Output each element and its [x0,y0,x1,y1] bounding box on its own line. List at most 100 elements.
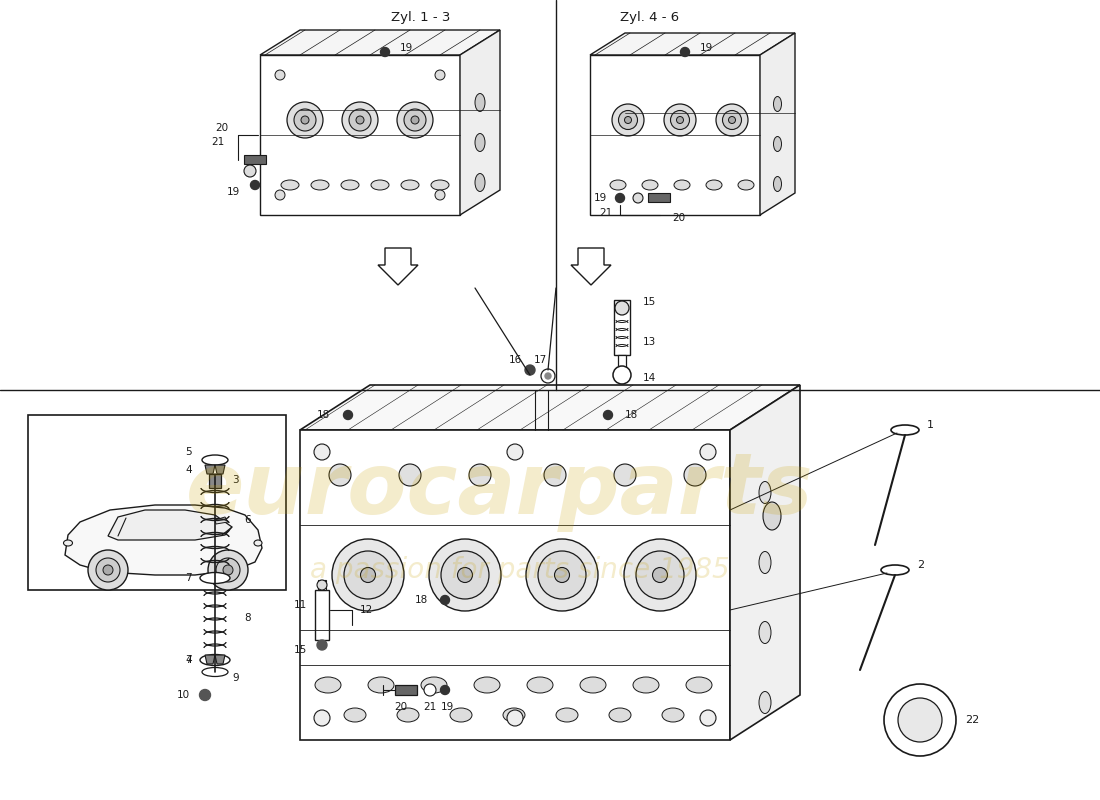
Circle shape [244,165,256,177]
Text: 5: 5 [186,447,192,457]
Polygon shape [65,505,262,575]
Text: 13: 13 [644,337,657,347]
Ellipse shape [431,180,449,190]
Circle shape [216,558,240,582]
Text: 9: 9 [232,673,239,683]
Bar [318,580,326,590]
Ellipse shape [636,551,684,599]
Ellipse shape [763,502,781,530]
Ellipse shape [706,180,722,190]
Text: 11: 11 [294,600,307,610]
Circle shape [317,580,327,590]
Circle shape [251,181,260,190]
Polygon shape [760,33,795,215]
Text: 18: 18 [625,410,638,420]
Ellipse shape [538,551,586,599]
Text: Zyl. 4 - 6: Zyl. 4 - 6 [620,11,679,25]
Circle shape [314,444,330,460]
Text: 19: 19 [227,187,240,197]
Polygon shape [571,248,610,285]
Text: 19: 19 [594,193,607,203]
Polygon shape [378,248,418,285]
Ellipse shape [344,551,392,599]
Circle shape [223,565,233,575]
Ellipse shape [759,691,771,714]
Text: 20: 20 [214,123,228,133]
Circle shape [199,690,210,701]
Ellipse shape [614,464,636,486]
Polygon shape [260,30,500,55]
Text: 3: 3 [232,475,239,485]
Text: 8: 8 [244,613,251,623]
Text: 6: 6 [244,515,251,525]
Ellipse shape [200,573,230,583]
Text: 12: 12 [360,605,373,615]
Text: 16: 16 [508,355,522,365]
Circle shape [314,710,330,726]
Polygon shape [205,655,214,664]
Text: 18: 18 [317,410,330,420]
Bar [590,55,760,215]
Bar [648,193,670,202]
Circle shape [541,369,556,383]
Text: 22: 22 [965,715,979,725]
Ellipse shape [397,708,419,722]
Text: Zyl. 1 - 3: Zyl. 1 - 3 [390,11,450,25]
Ellipse shape [723,110,741,130]
Ellipse shape [294,109,316,131]
Circle shape [103,565,113,575]
Text: 19: 19 [400,43,414,53]
Circle shape [440,686,450,694]
Ellipse shape [671,110,690,130]
Text: 15: 15 [294,645,307,655]
Ellipse shape [344,708,366,722]
Circle shape [884,684,956,756]
Ellipse shape [475,174,485,191]
Ellipse shape [254,540,262,546]
Text: 21: 21 [600,208,613,218]
Circle shape [96,558,120,582]
Text: eurocarparts: eurocarparts [186,449,814,531]
Ellipse shape [64,540,73,546]
Ellipse shape [526,539,598,611]
Ellipse shape [411,116,419,124]
Ellipse shape [642,180,658,190]
Ellipse shape [556,708,578,722]
Ellipse shape [421,677,447,693]
Circle shape [275,70,285,80]
Bar [614,300,630,355]
Text: 20: 20 [672,213,685,223]
Ellipse shape [475,94,485,111]
Bar [618,355,626,370]
Ellipse shape [202,455,228,465]
Text: 14: 14 [644,373,657,383]
Circle shape [434,190,446,200]
Ellipse shape [474,677,500,693]
Ellipse shape [399,464,421,486]
Bar [395,685,417,695]
Ellipse shape [686,677,712,693]
Ellipse shape [332,539,404,611]
Text: 15: 15 [644,297,657,307]
Circle shape [507,444,522,460]
Text: a passion for parts since 1985: a passion for parts since 1985 [310,556,729,584]
Text: 7: 7 [186,655,192,665]
Text: 10: 10 [177,690,190,700]
Ellipse shape [773,177,781,191]
Polygon shape [460,30,500,215]
Ellipse shape [441,551,490,599]
Circle shape [613,366,631,384]
Circle shape [317,640,327,650]
Ellipse shape [618,110,638,130]
Circle shape [700,710,716,726]
Ellipse shape [625,117,631,123]
Circle shape [507,710,522,726]
Polygon shape [590,33,795,55]
Circle shape [525,365,535,375]
Bar [315,590,329,640]
Circle shape [615,301,629,315]
Bar [209,474,221,488]
Bar [300,430,730,740]
Text: 19: 19 [700,43,713,53]
Ellipse shape [202,667,228,677]
